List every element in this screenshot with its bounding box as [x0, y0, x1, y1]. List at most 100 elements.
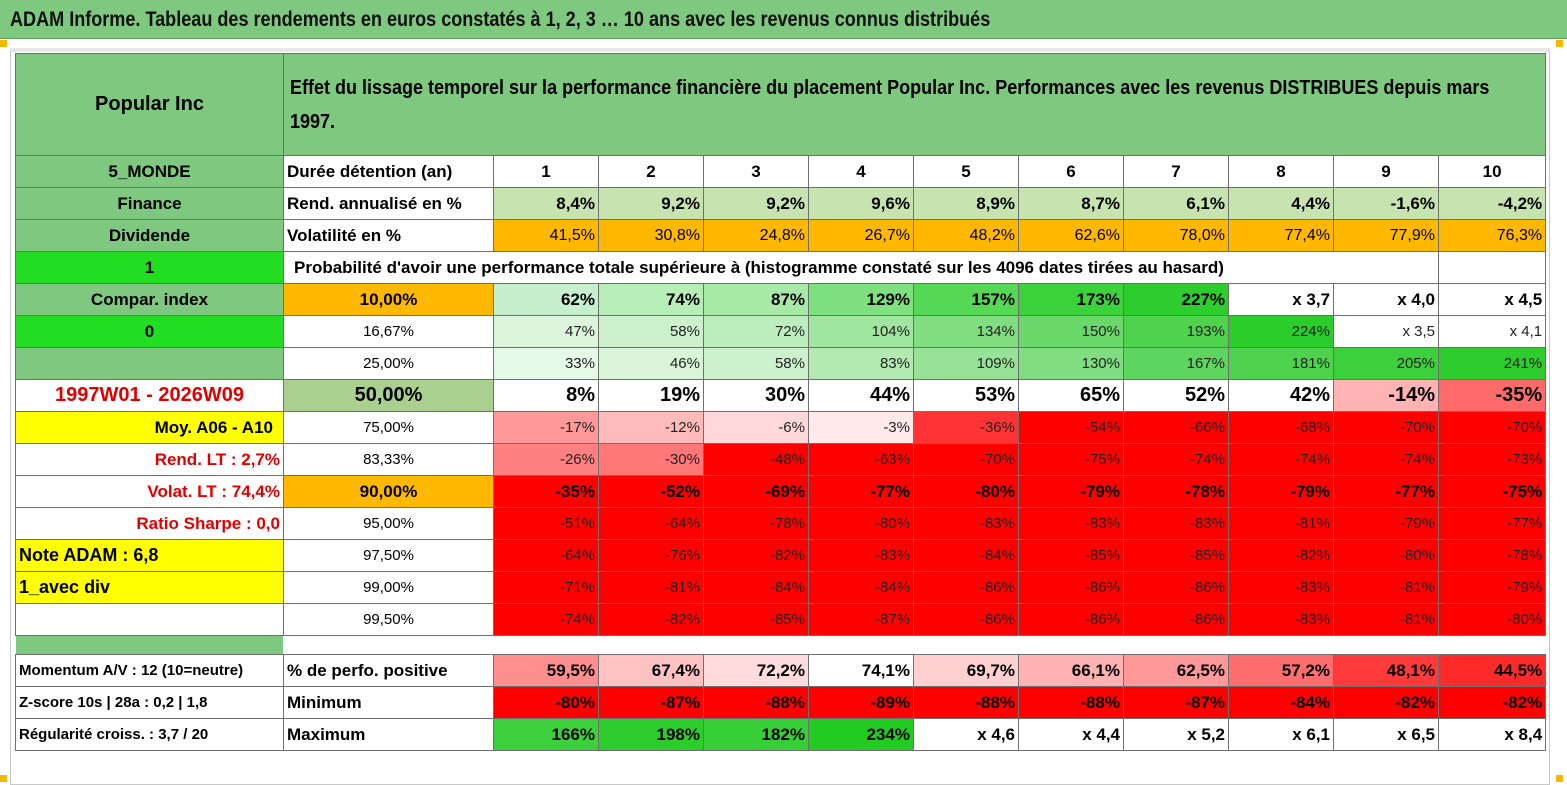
value-cell: 167%: [1123, 347, 1229, 380]
value-cell: 24,8%: [703, 219, 809, 252]
row-left-text: Note ADAM : 6,8: [19, 545, 159, 565]
percentile-99-row: 1_avec div 99,00% -71% -81% -84% -84% -86% -86%…: [15, 571, 1547, 604]
value-cell: x 8,4: [1437, 718, 1547, 751]
value-cell: -17%: [493, 411, 599, 444]
value-cell: 44,5%: [1437, 654, 1547, 687]
value-cell: -79%: [1018, 475, 1124, 508]
row-left-text: 1_avec div: [19, 577, 111, 597]
value-cell: 53%: [913, 379, 1019, 412]
value-cell: -86%: [1018, 571, 1124, 604]
percentile-95-row: Ratio Sharpe : 0,0 95,00% -51% -64% -78% -80%…: [15, 507, 1547, 540]
value-cell: -80%: [1333, 539, 1439, 572]
row-left-text: Momentum A/V : 12 (10=neutre): [19, 662, 244, 679]
value-cell: -35%: [493, 475, 599, 508]
value-cell: 7: [1123, 155, 1229, 188]
value-cell: 6,1%: [1123, 187, 1229, 220]
value-cell: 67,4%: [598, 654, 704, 687]
value-cell: 19%: [598, 379, 704, 412]
value-cell: 48,1%: [1333, 654, 1439, 687]
value-cell: -12%: [598, 411, 704, 444]
value-cell: -78%: [1437, 539, 1547, 572]
percentile-90-row: Volat. LT : 74,4% 90,00% -35% -52% -69% -77% -…: [15, 475, 1547, 508]
value-cell: 42%: [1228, 379, 1334, 412]
value-cell: -74%: [493, 603, 599, 636]
value-cell: -80%: [808, 507, 914, 540]
row-label: 90,00%: [283, 475, 494, 508]
value-cell: 227%: [1123, 283, 1229, 316]
value-cell: -6%: [703, 411, 809, 444]
value-cell: -14%: [1333, 379, 1439, 412]
row-left-text: Ratio Sharpe : 0,0: [136, 513, 280, 533]
row-label: Probabilité d'avoir une performance tota…: [283, 251, 1439, 284]
value-cell: 46%: [598, 347, 704, 380]
value-cell: -84%: [913, 539, 1019, 572]
value-cell: 65%: [1018, 379, 1124, 412]
value-cell: -85%: [1123, 539, 1229, 572]
value-cell: -66%: [1123, 411, 1229, 444]
value-cell: 193%: [1123, 315, 1229, 348]
row-label: 10,00%: [283, 283, 494, 316]
value-cell: 66,1%: [1018, 654, 1124, 687]
value-cell: 33%: [493, 347, 599, 380]
value-cell: -69%: [703, 475, 809, 508]
value-cell: -87%: [1123, 686, 1229, 719]
value-cell: 77,9%: [1333, 219, 1439, 252]
row-left-text: Volat. LT : 74,4%: [147, 481, 280, 501]
row-left-label: [15, 635, 284, 655]
row-left-text: Compar. index: [90, 289, 209, 309]
value-cell: x 3,5: [1333, 315, 1439, 348]
value-cell: -64%: [598, 507, 704, 540]
header-row: Popular Inc Effet du lissage temporel su…: [15, 53, 1547, 156]
spacer-row: [15, 635, 1547, 655]
value-cell: -3%: [808, 411, 914, 444]
value-cell: x 6,5: [1333, 718, 1439, 751]
row-label: Volatilité en %: [283, 219, 494, 252]
value-cell: -51%: [493, 507, 599, 540]
row-left-label: Compar. index: [15, 283, 284, 316]
row-left-text: Rend. LT : 2,7%: [154, 449, 280, 469]
value-cell: -84%: [1228, 686, 1334, 719]
value-cell: 9,2%: [703, 187, 809, 220]
value-cell: 72%: [703, 315, 809, 348]
percentile-10-row: Compar. index 10,00% 62% 74% 87% 129% 157% 173%…: [15, 283, 1547, 316]
value-cell: -35%: [1437, 379, 1547, 412]
row-left-label: Moy. A06 - A10: [15, 411, 284, 444]
percentile-995-row: 99,50% -74% -82% -85% -87% -86% -86% -86% -83% -8…: [15, 603, 1547, 636]
percentile-16-row: 0 16,67% 47% 58% 72% 104% 134% 150% 193% 224% x 3,…: [15, 315, 1547, 348]
row-left-text: Moy. A06 - A10: [154, 417, 273, 437]
row-left-label: [15, 603, 284, 636]
value-cell: 83%: [808, 347, 914, 380]
value-cell: -86%: [1123, 571, 1229, 604]
value-cell: -86%: [913, 603, 1019, 636]
value-cell: 1: [493, 155, 599, 188]
row-left-label: Momentum A/V : 12 (10=neutre): [15, 654, 284, 687]
row-left-label: 0: [15, 315, 284, 348]
row-label: % de perfo. positive: [283, 654, 494, 687]
value-cell: -80%: [913, 475, 1019, 508]
row-left-label: Régularité croiss. : 3,7 / 20: [15, 718, 284, 751]
value-cell: -88%: [1018, 686, 1124, 719]
value-cell: x 3,7: [1228, 283, 1334, 316]
maximum-row: Régularité croiss. : 3,7 / 20 Maximum 166%…: [15, 718, 1547, 751]
value-cell: -77%: [1333, 475, 1439, 508]
corner-marker: [1556, 775, 1563, 782]
row-left-label: 5_MONDE: [15, 155, 284, 188]
value-cell: 181%: [1228, 347, 1334, 380]
value-cell: 5: [913, 155, 1019, 188]
fund-name: Popular Inc: [15, 53, 284, 156]
value-cell: -87%: [598, 686, 704, 719]
value-cell: 4,4%: [1228, 187, 1334, 220]
value-cell: -77%: [1437, 507, 1547, 540]
value-cell: 157%: [913, 283, 1019, 316]
value-cell: -85%: [1018, 539, 1124, 572]
report-title: ADAM Informe. Tableau des rendements en …: [10, 8, 991, 31]
value-cell: x 4,6: [913, 718, 1019, 751]
row-left-text: Régularité croiss. : 3,7 / 20: [19, 726, 209, 743]
value-cell: 77,4%: [1228, 219, 1334, 252]
row-label: 83,33%: [283, 443, 494, 476]
row-label: [282, 635, 1547, 655]
value-cell: 2: [598, 155, 704, 188]
row-left-label: Z-score 10s | 28a : 0,2 | 1,8: [15, 686, 284, 719]
value-cell: 9,6%: [808, 187, 914, 220]
row-left-label: Ratio Sharpe : 0,0: [15, 507, 284, 540]
